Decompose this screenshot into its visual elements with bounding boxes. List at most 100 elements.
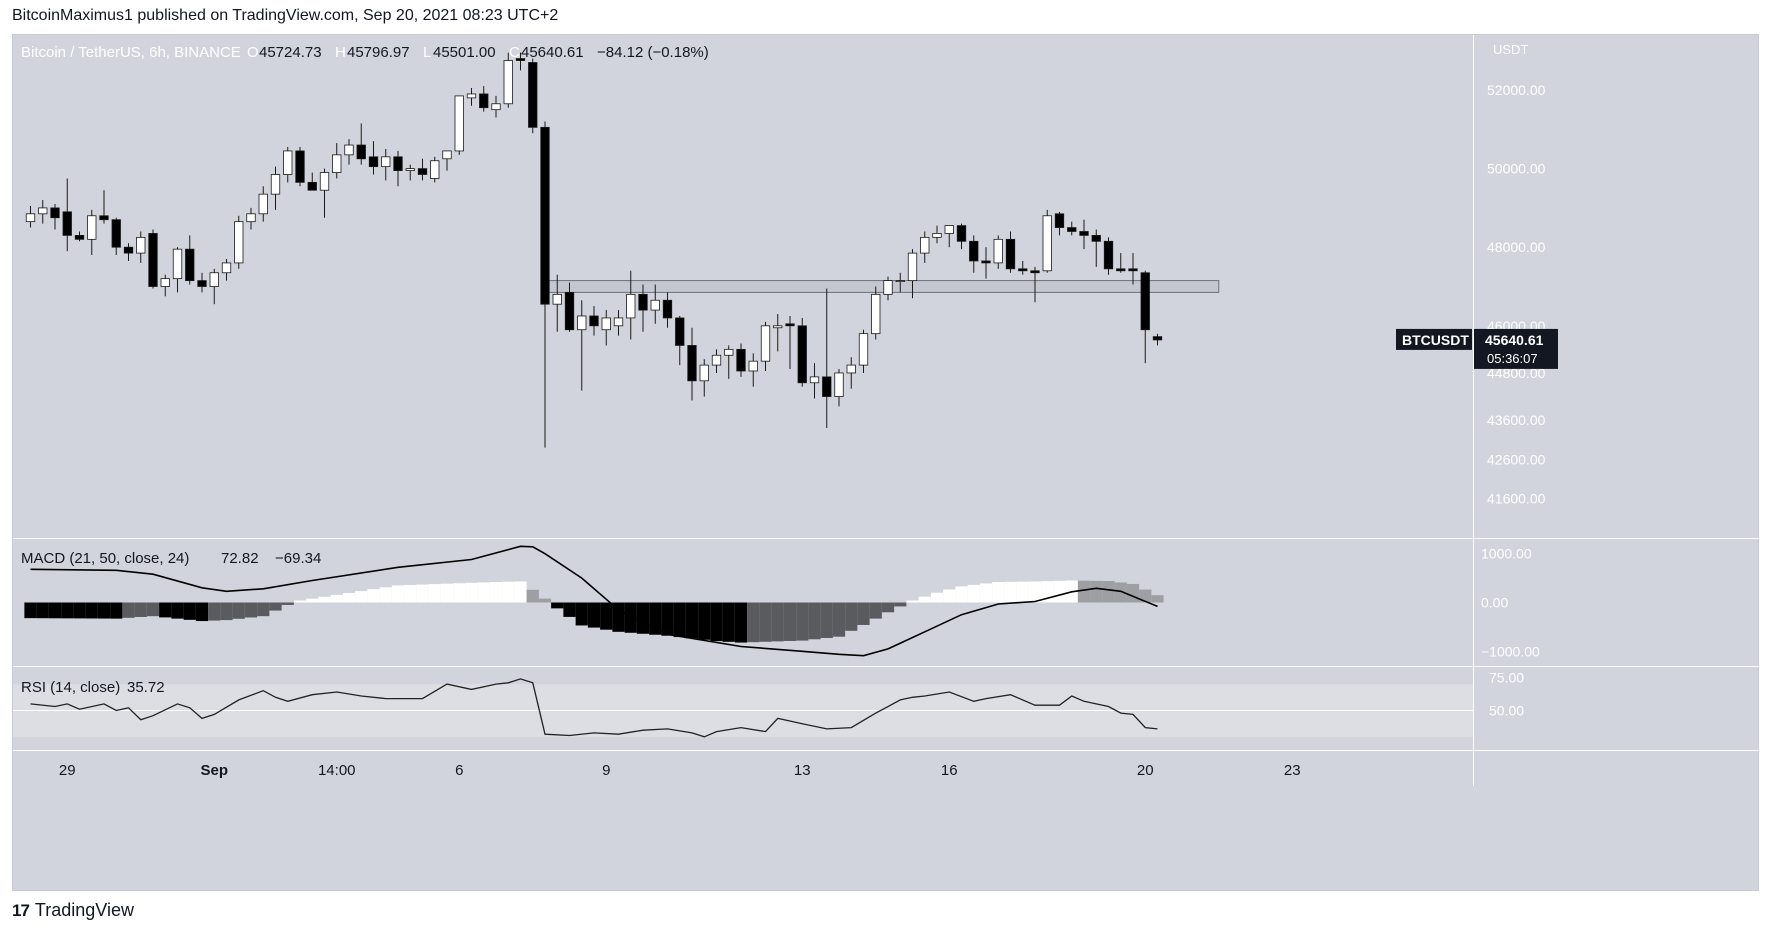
candle-up bbox=[381, 156, 391, 168]
macd-histogram-bar bbox=[992, 581, 1005, 603]
chart-svg[interactable]: Bitcoin / TetherUS, 6h, BINANCE O 45724.… bbox=[13, 35, 1760, 892]
symbol-title: Bitcoin / TetherUS, 6h, BINANCE bbox=[21, 44, 241, 61]
candle-down bbox=[1005, 238, 1016, 270]
tradingview-logo[interactable]: 17 TradingView bbox=[12, 900, 134, 921]
macd-histogram-bar bbox=[600, 602, 613, 630]
macd-histogram-bar bbox=[783, 602, 797, 641]
rsi-axis[interactable]: 75.00 50.00 bbox=[1489, 670, 1524, 719]
price-pane[interactable]: Bitcoin / TetherUS, 6h, BINANCE O 45724.… bbox=[13, 35, 1473, 538]
time-axis-label: 13 bbox=[794, 762, 811, 779]
macd-legend-value-1: 72.82 bbox=[221, 550, 259, 567]
candle-up bbox=[503, 60, 513, 105]
candle-up bbox=[932, 233, 942, 238]
ohlc-change: −84.12 (−0.18%) bbox=[597, 44, 709, 61]
candle-up bbox=[344, 144, 354, 156]
time-axis-label: 14:00 bbox=[318, 762, 356, 779]
ohlc-high-label: H bbox=[335, 44, 346, 61]
macd-histogram-bar bbox=[820, 602, 833, 638]
candle-down bbox=[1103, 240, 1114, 270]
ohlc-low-label: L bbox=[423, 44, 431, 61]
candle-up bbox=[920, 236, 930, 254]
macd-histogram-bar bbox=[330, 594, 343, 603]
macd-histogram-bar bbox=[85, 602, 98, 619]
candle-up bbox=[858, 333, 869, 366]
candle-down bbox=[123, 246, 134, 254]
candle-up bbox=[319, 172, 330, 191]
macd-histogram-bar bbox=[955, 586, 968, 603]
price-axis[interactable]: USDT 52000.0050000.0048000.0046000.00448… bbox=[1487, 42, 1546, 507]
candle-up bbox=[724, 348, 734, 356]
macd-axis[interactable]: 1000.00 0.00 −1000.00 bbox=[1481, 546, 1540, 660]
macd-histogram-bar bbox=[110, 602, 123, 619]
candle-down bbox=[50, 207, 60, 219]
macd-line bbox=[30, 545, 1158, 657]
macd-histogram-bar bbox=[183, 602, 196, 620]
candle-down bbox=[528, 62, 538, 128]
badge-symbol-background bbox=[1396, 328, 1472, 350]
time-axis-label: 9 bbox=[602, 762, 610, 779]
candle-up bbox=[160, 278, 170, 287]
publish-line: BitcoinMaximus1 published on TradingView… bbox=[12, 7, 559, 24]
time-axis-label: 16 bbox=[941, 762, 958, 779]
macd-histogram-bar bbox=[612, 602, 625, 632]
macd-legend-value-2: −69.34 bbox=[275, 550, 321, 567]
macd-histogram-bar bbox=[747, 602, 760, 643]
time-axis[interactable]: 29 Sep 14:00 6 9 13 16 20 23 bbox=[59, 762, 1301, 779]
badge-countdown: 05:36:07 bbox=[1487, 351, 1538, 366]
macd-histogram-bar bbox=[796, 602, 809, 641]
candle-down bbox=[111, 219, 121, 248]
rsi-axis-label: 50.00 bbox=[1489, 702, 1524, 718]
price-axis-label: 42600.00 bbox=[1487, 451, 1546, 467]
price-axis-label: 52000.00 bbox=[1487, 82, 1546, 98]
macd-histogram-bar bbox=[943, 589, 956, 603]
candle-down bbox=[1030, 270, 1040, 274]
ohlc-open-label: O bbox=[247, 44, 259, 61]
candle-up bbox=[25, 213, 36, 223]
candle-down bbox=[515, 58, 526, 61]
macd-histogram-bar bbox=[759, 602, 772, 642]
rsi-axis-label: 75.00 bbox=[1489, 670, 1524, 686]
macd-histogram-bar bbox=[379, 587, 392, 603]
candles-group bbox=[25, 52, 1163, 448]
candle-up bbox=[626, 293, 636, 319]
macd-histogram-bar bbox=[967, 584, 980, 603]
macd-histogram-bar bbox=[587, 602, 601, 628]
macd-histogram-bar bbox=[208, 602, 221, 621]
macd-histogram-bar bbox=[97, 602, 111, 619]
macd-histogram-bar bbox=[453, 583, 466, 603]
candle-down bbox=[564, 291, 575, 331]
time-axis-label: 20 bbox=[1137, 762, 1154, 779]
time-axis-label: 23 bbox=[1284, 762, 1301, 779]
macd-histogram-bar bbox=[1016, 581, 1029, 603]
candle-up bbox=[650, 299, 660, 311]
candle-down bbox=[307, 181, 317, 191]
candle-up bbox=[405, 168, 415, 171]
candle-down bbox=[1018, 268, 1028, 272]
macd-histogram-bar bbox=[195, 602, 209, 622]
ohlc-high-value: 45796.97 bbox=[347, 44, 410, 61]
macd-histogram-bar bbox=[661, 602, 674, 636]
candle-up bbox=[907, 252, 918, 282]
candle-up bbox=[87, 215, 97, 240]
macd-histogram-bar bbox=[808, 602, 821, 640]
candle-down bbox=[1116, 268, 1126, 272]
candle-down bbox=[822, 376, 832, 397]
candle-down bbox=[197, 280, 207, 287]
candle-up bbox=[883, 280, 893, 295]
macd-axis-label: 1000.00 bbox=[1481, 546, 1532, 562]
candle-down bbox=[295, 150, 305, 183]
macd-histogram-bar bbox=[698, 602, 711, 640]
macd-histogram-bar bbox=[624, 602, 637, 633]
macd-histogram-bar bbox=[1114, 582, 1127, 603]
macd-histogram-bar bbox=[514, 581, 527, 603]
candle-down bbox=[1054, 213, 1065, 228]
rsi-pane[interactable]: RSI (14, close) 35.72 bbox=[13, 667, 1473, 750]
macd-histogram-bar bbox=[24, 602, 37, 619]
chart-frame[interactable]: Bitcoin / TetherUS, 6h, BINANCE O 45724.… bbox=[12, 34, 1760, 892]
candle-up bbox=[491, 103, 501, 111]
candle-up bbox=[221, 262, 232, 274]
candle-down bbox=[368, 156, 379, 168]
price-axis-label: 41600.00 bbox=[1487, 491, 1546, 507]
macd-pane[interactable]: MACD (21, 50, close, 24) 72.82 −69.34 bbox=[13, 539, 1473, 666]
macd-histogram-bar bbox=[1102, 581, 1115, 603]
